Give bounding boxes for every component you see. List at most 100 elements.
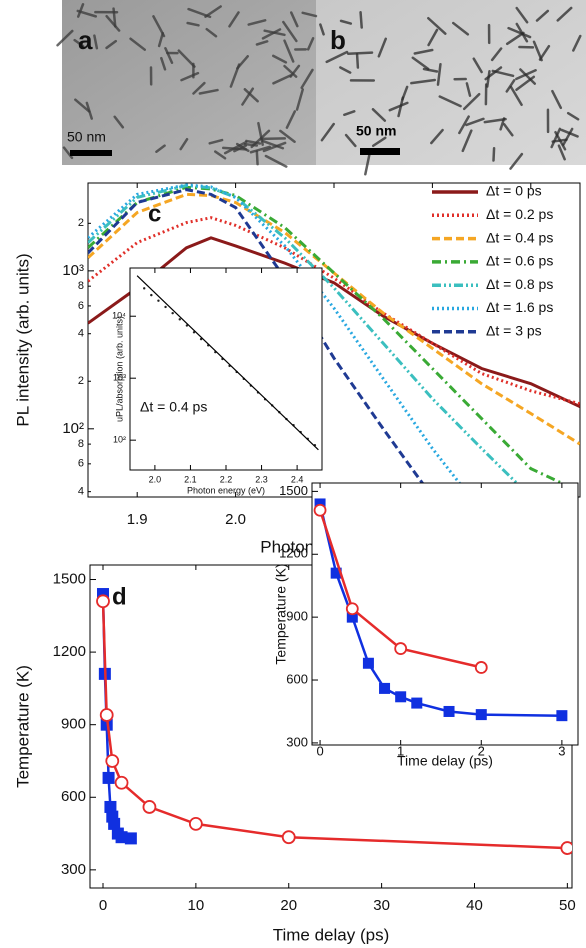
marker bbox=[411, 697, 423, 709]
nanorod bbox=[461, 129, 473, 153]
nanorod bbox=[503, 123, 514, 137]
annotation: Δt = 0.4 ps bbox=[140, 399, 207, 415]
nanorod bbox=[229, 63, 241, 88]
y-tick-label: 1500 bbox=[279, 483, 308, 498]
marker bbox=[96, 594, 110, 609]
y-tick-label: 6 bbox=[78, 458, 84, 470]
nanorod bbox=[359, 11, 363, 29]
marker bbox=[560, 841, 572, 855]
y-tick-label: 10² bbox=[113, 435, 126, 445]
marker bbox=[99, 708, 114, 722]
nanorod bbox=[74, 98, 91, 113]
nanorod bbox=[427, 16, 447, 35]
marker bbox=[157, 299, 160, 302]
marker bbox=[395, 691, 407, 703]
x-axis-label: Photon energy (eV) bbox=[187, 485, 265, 495]
nanorod bbox=[289, 11, 299, 28]
nanorod bbox=[486, 70, 491, 88]
nanorod bbox=[255, 150, 259, 166]
nanorod bbox=[250, 129, 271, 149]
nanorod bbox=[73, 38, 85, 48]
nanorod bbox=[157, 32, 165, 48]
legend-label: Δt = 0.2 ps bbox=[486, 206, 553, 222]
nanorod bbox=[56, 29, 74, 47]
nanorod bbox=[519, 68, 537, 85]
nanorod bbox=[411, 56, 430, 71]
x-tick-label: 2.1 bbox=[184, 474, 197, 484]
nanorod bbox=[452, 21, 470, 36]
nanorod bbox=[257, 121, 264, 146]
nanorod bbox=[214, 150, 227, 160]
x-axis-label: Time delay (ps) bbox=[397, 753, 493, 769]
marker bbox=[475, 709, 487, 721]
scale-bar-label: 50 nm bbox=[356, 123, 396, 139]
nanorod bbox=[241, 87, 255, 106]
panel-label: b bbox=[330, 25, 346, 55]
legend-label: Δt = 0.4 ps bbox=[486, 229, 553, 245]
nanorod bbox=[364, 153, 371, 176]
y-tick-label: 10³ bbox=[62, 262, 84, 279]
marker bbox=[394, 642, 408, 655]
nanorod bbox=[509, 152, 524, 170]
legend-label: Δt = 1.6 ps bbox=[486, 299, 553, 315]
series-line bbox=[88, 188, 434, 497]
nanorod bbox=[129, 37, 146, 51]
marker bbox=[164, 305, 167, 309]
marker bbox=[171, 311, 174, 315]
nanorod bbox=[566, 111, 580, 121]
nanorod bbox=[344, 133, 357, 148]
nanorod bbox=[427, 28, 439, 47]
nanorod bbox=[300, 68, 314, 89]
y-axis-label: Temperature (K) bbox=[13, 665, 32, 788]
x-tick-label: 0 bbox=[316, 743, 323, 758]
marker bbox=[346, 611, 358, 623]
marker bbox=[105, 754, 120, 768]
nanorod bbox=[438, 95, 462, 108]
nanorod bbox=[160, 56, 167, 71]
nanorod bbox=[262, 141, 287, 153]
nanorod bbox=[422, 67, 439, 73]
y-tick-label: 8 bbox=[78, 280, 84, 292]
y-tick-label: 1500 bbox=[53, 570, 86, 587]
nanorod bbox=[282, 20, 298, 43]
marker bbox=[124, 832, 137, 845]
nanorod bbox=[346, 51, 374, 55]
nanorod bbox=[204, 5, 222, 18]
nanorod bbox=[557, 144, 566, 161]
x-tick-label: 2.0 bbox=[149, 474, 162, 484]
series-line bbox=[318, 509, 482, 669]
nanorod bbox=[192, 81, 206, 95]
nanorod bbox=[515, 6, 529, 24]
nanorod bbox=[105, 39, 118, 50]
nanorod bbox=[458, 115, 470, 135]
nanorod bbox=[295, 88, 305, 111]
y-tick-label: 600 bbox=[61, 788, 86, 805]
x-tick-label: 3 bbox=[558, 743, 565, 758]
y-tick-label: 600 bbox=[286, 671, 308, 686]
nanorod bbox=[208, 138, 224, 145]
marker bbox=[178, 318, 181, 321]
x-tick-label: 30 bbox=[373, 897, 390, 914]
y-axis-label: PL intensity (arb. units) bbox=[13, 253, 32, 426]
nanorod bbox=[77, 2, 85, 18]
panel-label: a bbox=[78, 25, 93, 55]
nanorod bbox=[507, 26, 532, 39]
nanorod bbox=[339, 19, 353, 25]
nanorod bbox=[492, 146, 496, 162]
nanorod bbox=[325, 50, 349, 64]
marker bbox=[474, 661, 488, 674]
y-tick-label: 900 bbox=[61, 716, 86, 733]
legend-label: Δt = 0.6 ps bbox=[486, 253, 553, 269]
nanorod bbox=[499, 117, 506, 131]
series-line bbox=[88, 183, 473, 497]
nanorod bbox=[472, 57, 483, 74]
x-tick-label: 2.4 bbox=[291, 474, 304, 484]
marker bbox=[556, 710, 568, 722]
nanorod bbox=[113, 115, 125, 129]
marker bbox=[150, 293, 153, 297]
y-tick-label: 10⁴ bbox=[112, 311, 126, 321]
nanorod bbox=[509, 85, 523, 107]
series-line bbox=[101, 601, 568, 850]
nanorod bbox=[260, 137, 287, 141]
marker bbox=[330, 567, 342, 579]
